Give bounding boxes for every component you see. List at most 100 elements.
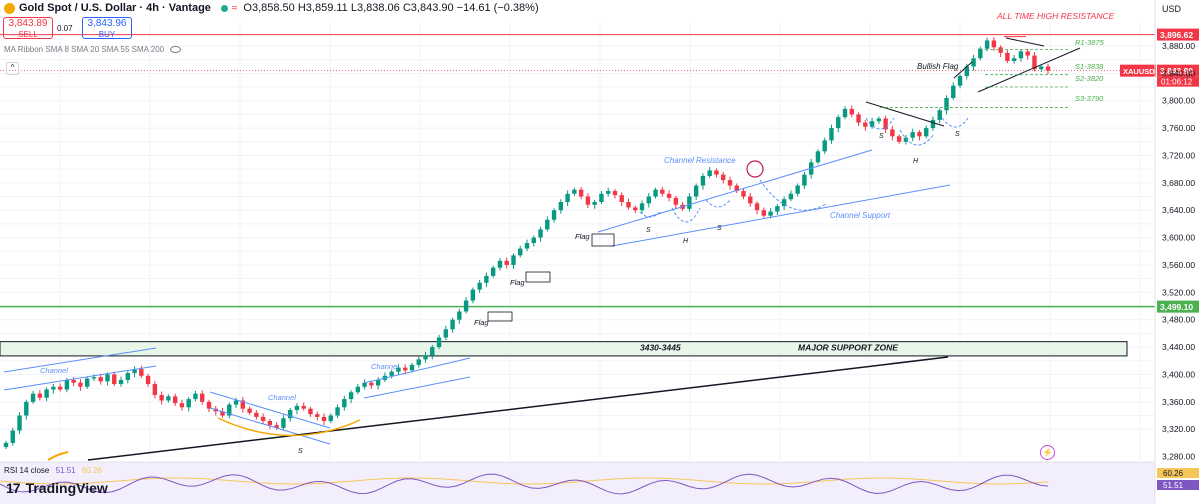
candle-body: [423, 355, 428, 360]
candle-body: [247, 408, 252, 413]
bullish-flag-label: Bullish Flag: [917, 62, 959, 71]
channel-line: [363, 376, 471, 399]
candle-body: [497, 260, 503, 268]
candle-body: [98, 377, 103, 382]
indicator-legend[interactable]: MA Ribbon SMA 8 SMA 20 SMA 55 SMA 200: [4, 45, 182, 54]
candle-body: [112, 374, 117, 385]
sell-button[interactable]: 3,843.89 SELL: [3, 17, 53, 39]
candle-body: [220, 411, 225, 416]
hs-arc: [671, 207, 701, 223]
lightning-icon[interactable]: ⚡: [1040, 445, 1055, 460]
candle-body: [741, 191, 746, 197]
candle-body: [822, 140, 827, 152]
candle-body: [430, 347, 435, 356]
candle-body: [159, 394, 164, 401]
candle-body: [416, 359, 421, 365]
candle-body: [957, 76, 963, 86]
candle-body: [964, 66, 970, 77]
candle-body: [254, 412, 259, 417]
candle-body: [998, 47, 1003, 53]
support-zone: [0, 341, 1128, 357]
chart-grid: [0, 22, 1155, 460]
channel-line: [363, 357, 471, 384]
ticker-text: XAUUSD: [1123, 67, 1155, 76]
eye-icon[interactable]: [170, 46, 182, 54]
wave-icon: ≈: [231, 2, 238, 14]
candle-body: [984, 40, 990, 49]
candle-body: [1011, 58, 1017, 62]
candle-body: [890, 129, 895, 137]
channel-label: Channel: [371, 362, 399, 371]
rsi-legend[interactable]: RSI 14 close 51.51 60.26: [4, 466, 102, 475]
collapse-icon[interactable]: ^: [6, 62, 19, 75]
buy-price: 3,843.96: [87, 18, 127, 29]
candle-body: [944, 97, 949, 111]
candle-body: [200, 393, 205, 402]
buy-button[interactable]: 3,843.96 BUY: [82, 17, 132, 39]
candle-body: [274, 425, 279, 428]
candle-body: [179, 403, 185, 408]
price-tick-label: 3,880.00: [1162, 41, 1195, 51]
candle-body: [10, 430, 15, 443]
candle-body: [64, 379, 70, 390]
candle-body: [118, 379, 124, 385]
candle-body: [1045, 66, 1051, 71]
candle-body: [511, 255, 516, 265]
candle-body: [186, 399, 191, 408]
flag-label: Flag: [510, 278, 525, 287]
orange-arc: [47, 451, 69, 461]
candle-body: [1025, 51, 1030, 56]
candle-body: [781, 199, 787, 207]
rsi-lower-text: 51.51: [1163, 481, 1184, 490]
rsi-pane: 60.26 51.51: [0, 461, 1199, 504]
candle-body: [660, 189, 665, 194]
candle-body: [592, 201, 597, 205]
channel-resistance-line: [597, 149, 873, 233]
tradingview-logo[interactable]: 17 TradingView: [6, 480, 108, 496]
channel-resistance-label: Channel Resistance: [664, 156, 736, 165]
ath-label: ALL TIME HIGH RESISTANCE: [996, 11, 1115, 21]
candle-body: [558, 201, 564, 211]
price-tick-label: 3,840.00: [1162, 68, 1195, 78]
candle-body: [930, 119, 936, 129]
candle-body: [463, 300, 469, 312]
candle-body: [145, 375, 151, 385]
ath-price-badge-text: 3,896.62: [1160, 30, 1193, 40]
candle-body: [1039, 66, 1044, 70]
candle-body: [477, 282, 482, 290]
channel-line: [3, 365, 157, 391]
candle-body: [348, 392, 354, 400]
candle-body: [829, 128, 834, 141]
candle-body: [869, 121, 875, 127]
candle-body: [328, 415, 333, 421]
candle-body: [572, 189, 577, 194]
price-tick-label: 3,480.00: [1162, 315, 1195, 325]
price-tick-label: 3,320.00: [1162, 424, 1195, 434]
status-dot-icon: [220, 4, 228, 12]
candle-body: [233, 400, 239, 405]
candle-body: [978, 48, 983, 59]
zone-range-label: 3430-3445: [640, 343, 681, 353]
candle-body: [971, 58, 976, 67]
candle-body: [57, 386, 63, 390]
price-tick-label: 3,720.00: [1162, 150, 1195, 160]
candle-body: [876, 118, 882, 122]
candle-body: [91, 377, 97, 379]
tradingview-logo-icon: 17: [6, 480, 21, 496]
currency-label[interactable]: USD: [1162, 4, 1182, 14]
candle-body: [389, 371, 394, 376]
candle-body: [599, 193, 604, 202]
candle-body: [673, 197, 679, 205]
candle-body: [687, 196, 692, 209]
candle-body: [375, 379, 381, 386]
candle-body: [842, 108, 848, 118]
candle-body: [937, 110, 942, 120]
candle-body: [788, 193, 794, 200]
flag-label: Flag: [575, 232, 590, 241]
candle-body: [849, 108, 854, 115]
candle-body: [775, 206, 780, 212]
candle-body: [734, 185, 739, 192]
symbol-title[interactable]: Gold Spot / U.S. Dollar · 4h · Vantage: [19, 2, 211, 14]
flag-box: [487, 311, 513, 322]
